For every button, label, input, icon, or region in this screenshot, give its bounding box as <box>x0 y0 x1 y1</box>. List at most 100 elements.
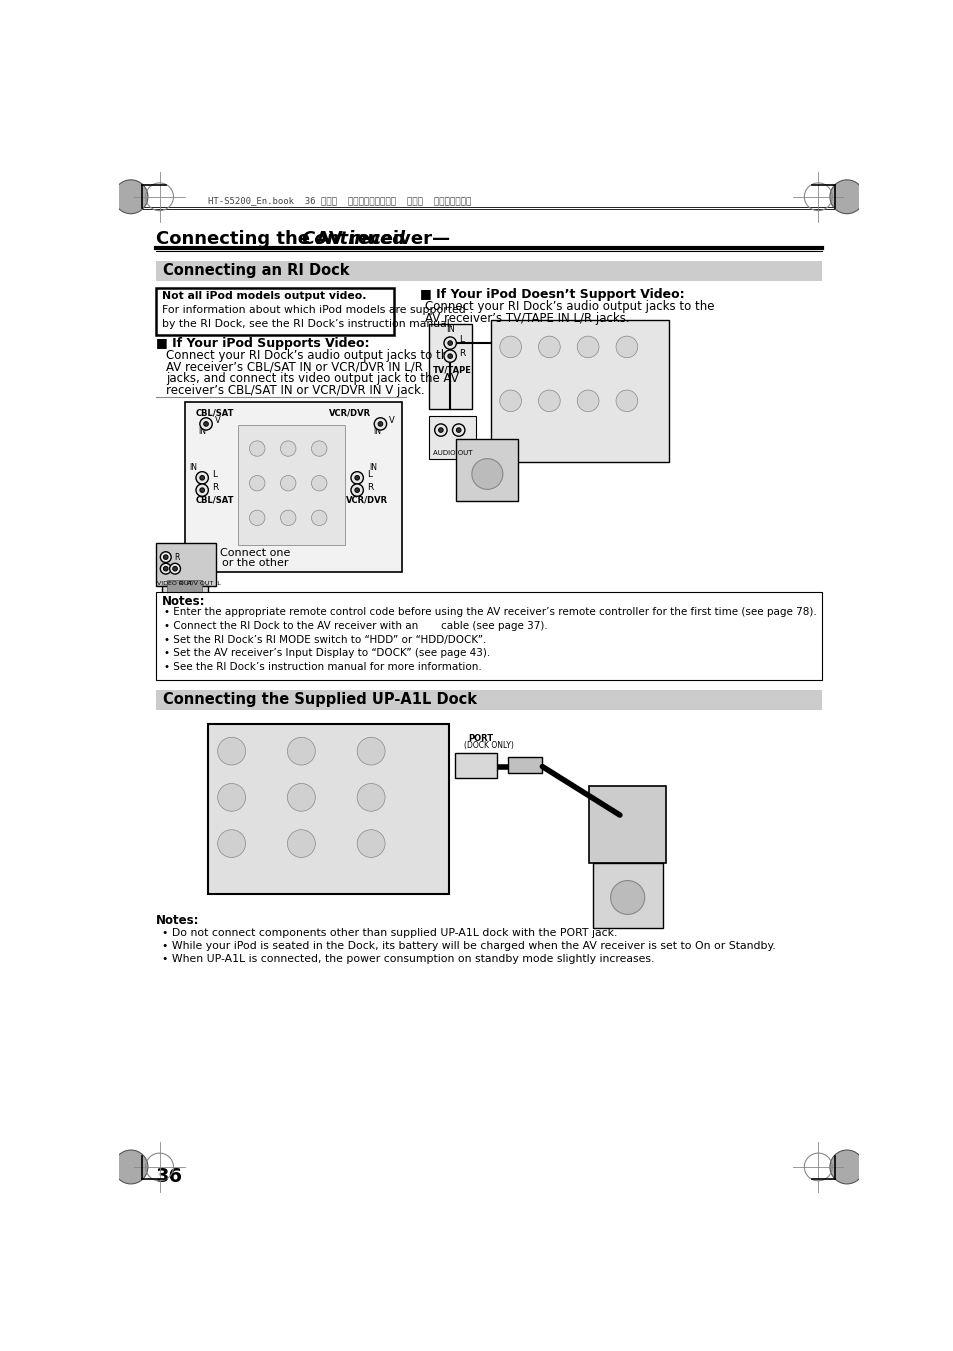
Text: R: R <box>458 349 464 358</box>
Circle shape <box>577 390 598 412</box>
Circle shape <box>356 830 385 858</box>
Circle shape <box>170 563 180 574</box>
Text: L: L <box>367 470 372 480</box>
Circle shape <box>280 440 295 457</box>
Text: L: L <box>458 335 463 345</box>
Text: Continued: Continued <box>301 230 405 249</box>
Text: • When UP-A1L is connected, the power consumption on standby mode slightly incre: • When UP-A1L is connected, the power co… <box>162 954 654 965</box>
Circle shape <box>217 738 245 765</box>
Bar <box>237 426 344 544</box>
Circle shape <box>351 484 363 496</box>
Circle shape <box>311 440 327 457</box>
Bar <box>491 320 669 462</box>
Text: CBL/SAT: CBL/SAT <box>195 408 234 417</box>
Text: R: R <box>367 482 374 492</box>
Text: ■ If Your iPod Doesn’t Support Video:: ■ If Your iPod Doesn’t Support Video: <box>419 288 684 301</box>
Text: Notes:: Notes: <box>155 915 199 927</box>
Circle shape <box>435 424 447 436</box>
Text: IN: IN <box>189 463 196 473</box>
Circle shape <box>355 476 359 480</box>
Bar <box>455 754 497 778</box>
Circle shape <box>311 511 327 526</box>
Text: Connecting an RI Dock: Connecting an RI Dock <box>162 263 349 278</box>
Circle shape <box>160 551 171 562</box>
Text: • While your iPod is seated in the Dock, its battery will be charged when the AV: • While your iPod is seated in the Dock,… <box>162 942 775 951</box>
Text: 36: 36 <box>155 1167 183 1186</box>
Circle shape <box>249 511 265 526</box>
Circle shape <box>443 350 456 362</box>
Text: V: V <box>389 416 395 426</box>
Circle shape <box>199 417 212 430</box>
Bar <box>185 403 402 571</box>
Bar <box>155 543 216 585</box>
Text: R: R <box>174 553 179 562</box>
Circle shape <box>287 830 315 858</box>
Bar <box>429 324 472 408</box>
Text: Connecting the Supplied UP-A1L Dock: Connecting the Supplied UP-A1L Dock <box>162 692 476 707</box>
Bar <box>507 758 542 773</box>
Bar <box>155 288 394 335</box>
Text: Connect your RI Dock’s audio output jacks to the: Connect your RI Dock’s audio output jack… <box>166 349 455 362</box>
Text: • Connect the RI Dock to the AV receiver with an       cable (see page 37).: • Connect the RI Dock to the AV receiver… <box>164 620 547 631</box>
Text: R: R <box>212 482 218 492</box>
Text: VCR/DVR: VCR/DVR <box>329 408 371 417</box>
Text: or the other: or the other <box>221 558 288 567</box>
Circle shape <box>452 424 464 436</box>
Circle shape <box>113 1150 148 1183</box>
Circle shape <box>377 422 382 426</box>
Circle shape <box>195 484 208 496</box>
Circle shape <box>287 738 315 765</box>
Text: (DOCK ONLY): (DOCK ONLY) <box>464 742 514 750</box>
Text: IN: IN <box>445 326 455 335</box>
Text: • Set the AV receiver’s Input Display to “DOCK” (see page 43).: • Set the AV receiver’s Input Display to… <box>164 648 490 658</box>
Circle shape <box>610 881 644 915</box>
Circle shape <box>829 1150 863 1183</box>
Circle shape <box>199 488 204 493</box>
Circle shape <box>447 354 452 358</box>
Circle shape <box>160 563 171 574</box>
Text: • Enter the appropriate remote control code before using the AV receiver’s remot: • Enter the appropriate remote control c… <box>164 607 816 617</box>
Text: receiver’s CBL/SAT IN or VCR/DVR IN V jack.: receiver’s CBL/SAT IN or VCR/DVR IN V ja… <box>166 384 424 397</box>
Bar <box>167 580 202 604</box>
Circle shape <box>616 390 637 412</box>
Text: VIDEO OUT: VIDEO OUT <box>157 581 193 586</box>
Circle shape <box>287 784 315 811</box>
Text: jacks, and connect its video output jack to the AV: jacks, and connect its video output jack… <box>166 372 458 385</box>
Circle shape <box>195 471 208 484</box>
Bar <box>456 439 517 501</box>
Circle shape <box>472 458 502 489</box>
Circle shape <box>280 511 295 526</box>
Circle shape <box>499 390 521 412</box>
Text: Connecting the AV receiver—: Connecting the AV receiver— <box>155 230 449 249</box>
Text: IN: IN <box>373 427 381 436</box>
Circle shape <box>249 476 265 490</box>
Text: Not all iPod models output video.: Not all iPod models output video. <box>162 290 366 301</box>
Text: Connect one: Connect one <box>219 549 290 558</box>
Text: Notes:: Notes: <box>162 594 205 608</box>
Text: TV/TAPE: TV/TAPE <box>433 366 472 374</box>
Text: Connect your RI Dock’s audio output jacks to the: Connect your RI Dock’s audio output jack… <box>425 300 714 313</box>
Circle shape <box>217 784 245 811</box>
Text: CBL/SAT: CBL/SAT <box>195 496 234 505</box>
Text: • Do not connect components other than supplied UP-A1L dock with the PORT jack.: • Do not connect components other than s… <box>162 928 617 938</box>
Circle shape <box>172 566 177 571</box>
Circle shape <box>356 784 385 811</box>
Circle shape <box>199 476 204 480</box>
Circle shape <box>174 609 193 627</box>
Bar <box>588 786 666 863</box>
Text: V: V <box>214 416 220 426</box>
Bar <box>162 585 208 628</box>
Circle shape <box>163 566 168 571</box>
Circle shape <box>280 476 295 490</box>
Circle shape <box>217 830 245 858</box>
Circle shape <box>456 428 460 432</box>
Text: AV receiver’s TV/TAPE IN L/R jacks.: AV receiver’s TV/TAPE IN L/R jacks. <box>425 312 629 326</box>
Text: • Set the RI Dock’s RI MODE switch to “HDD” or “HDD/DOCK”.: • Set the RI Dock’s RI MODE switch to “H… <box>164 635 486 644</box>
Text: PORT: PORT <box>468 734 493 743</box>
Circle shape <box>374 417 386 430</box>
Circle shape <box>311 476 327 490</box>
Text: by the RI Dock, see the RI Dock’s instruction manual.: by the RI Dock, see the RI Dock’s instru… <box>162 319 453 328</box>
Circle shape <box>829 180 863 213</box>
Text: For information about which iPod models are supported: For information about which iPod models … <box>162 305 465 315</box>
Bar <box>429 416 476 458</box>
